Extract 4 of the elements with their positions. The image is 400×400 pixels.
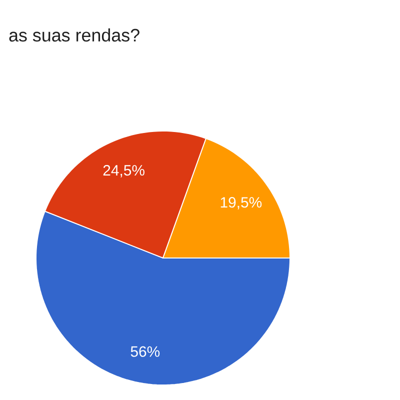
chart-title: as suas rendas? <box>9 28 140 42</box>
data-label: 19,5% <box>220 197 262 210</box>
data-label: 24,5% <box>103 165 144 178</box>
data-label: 56% <box>130 346 160 357</box>
